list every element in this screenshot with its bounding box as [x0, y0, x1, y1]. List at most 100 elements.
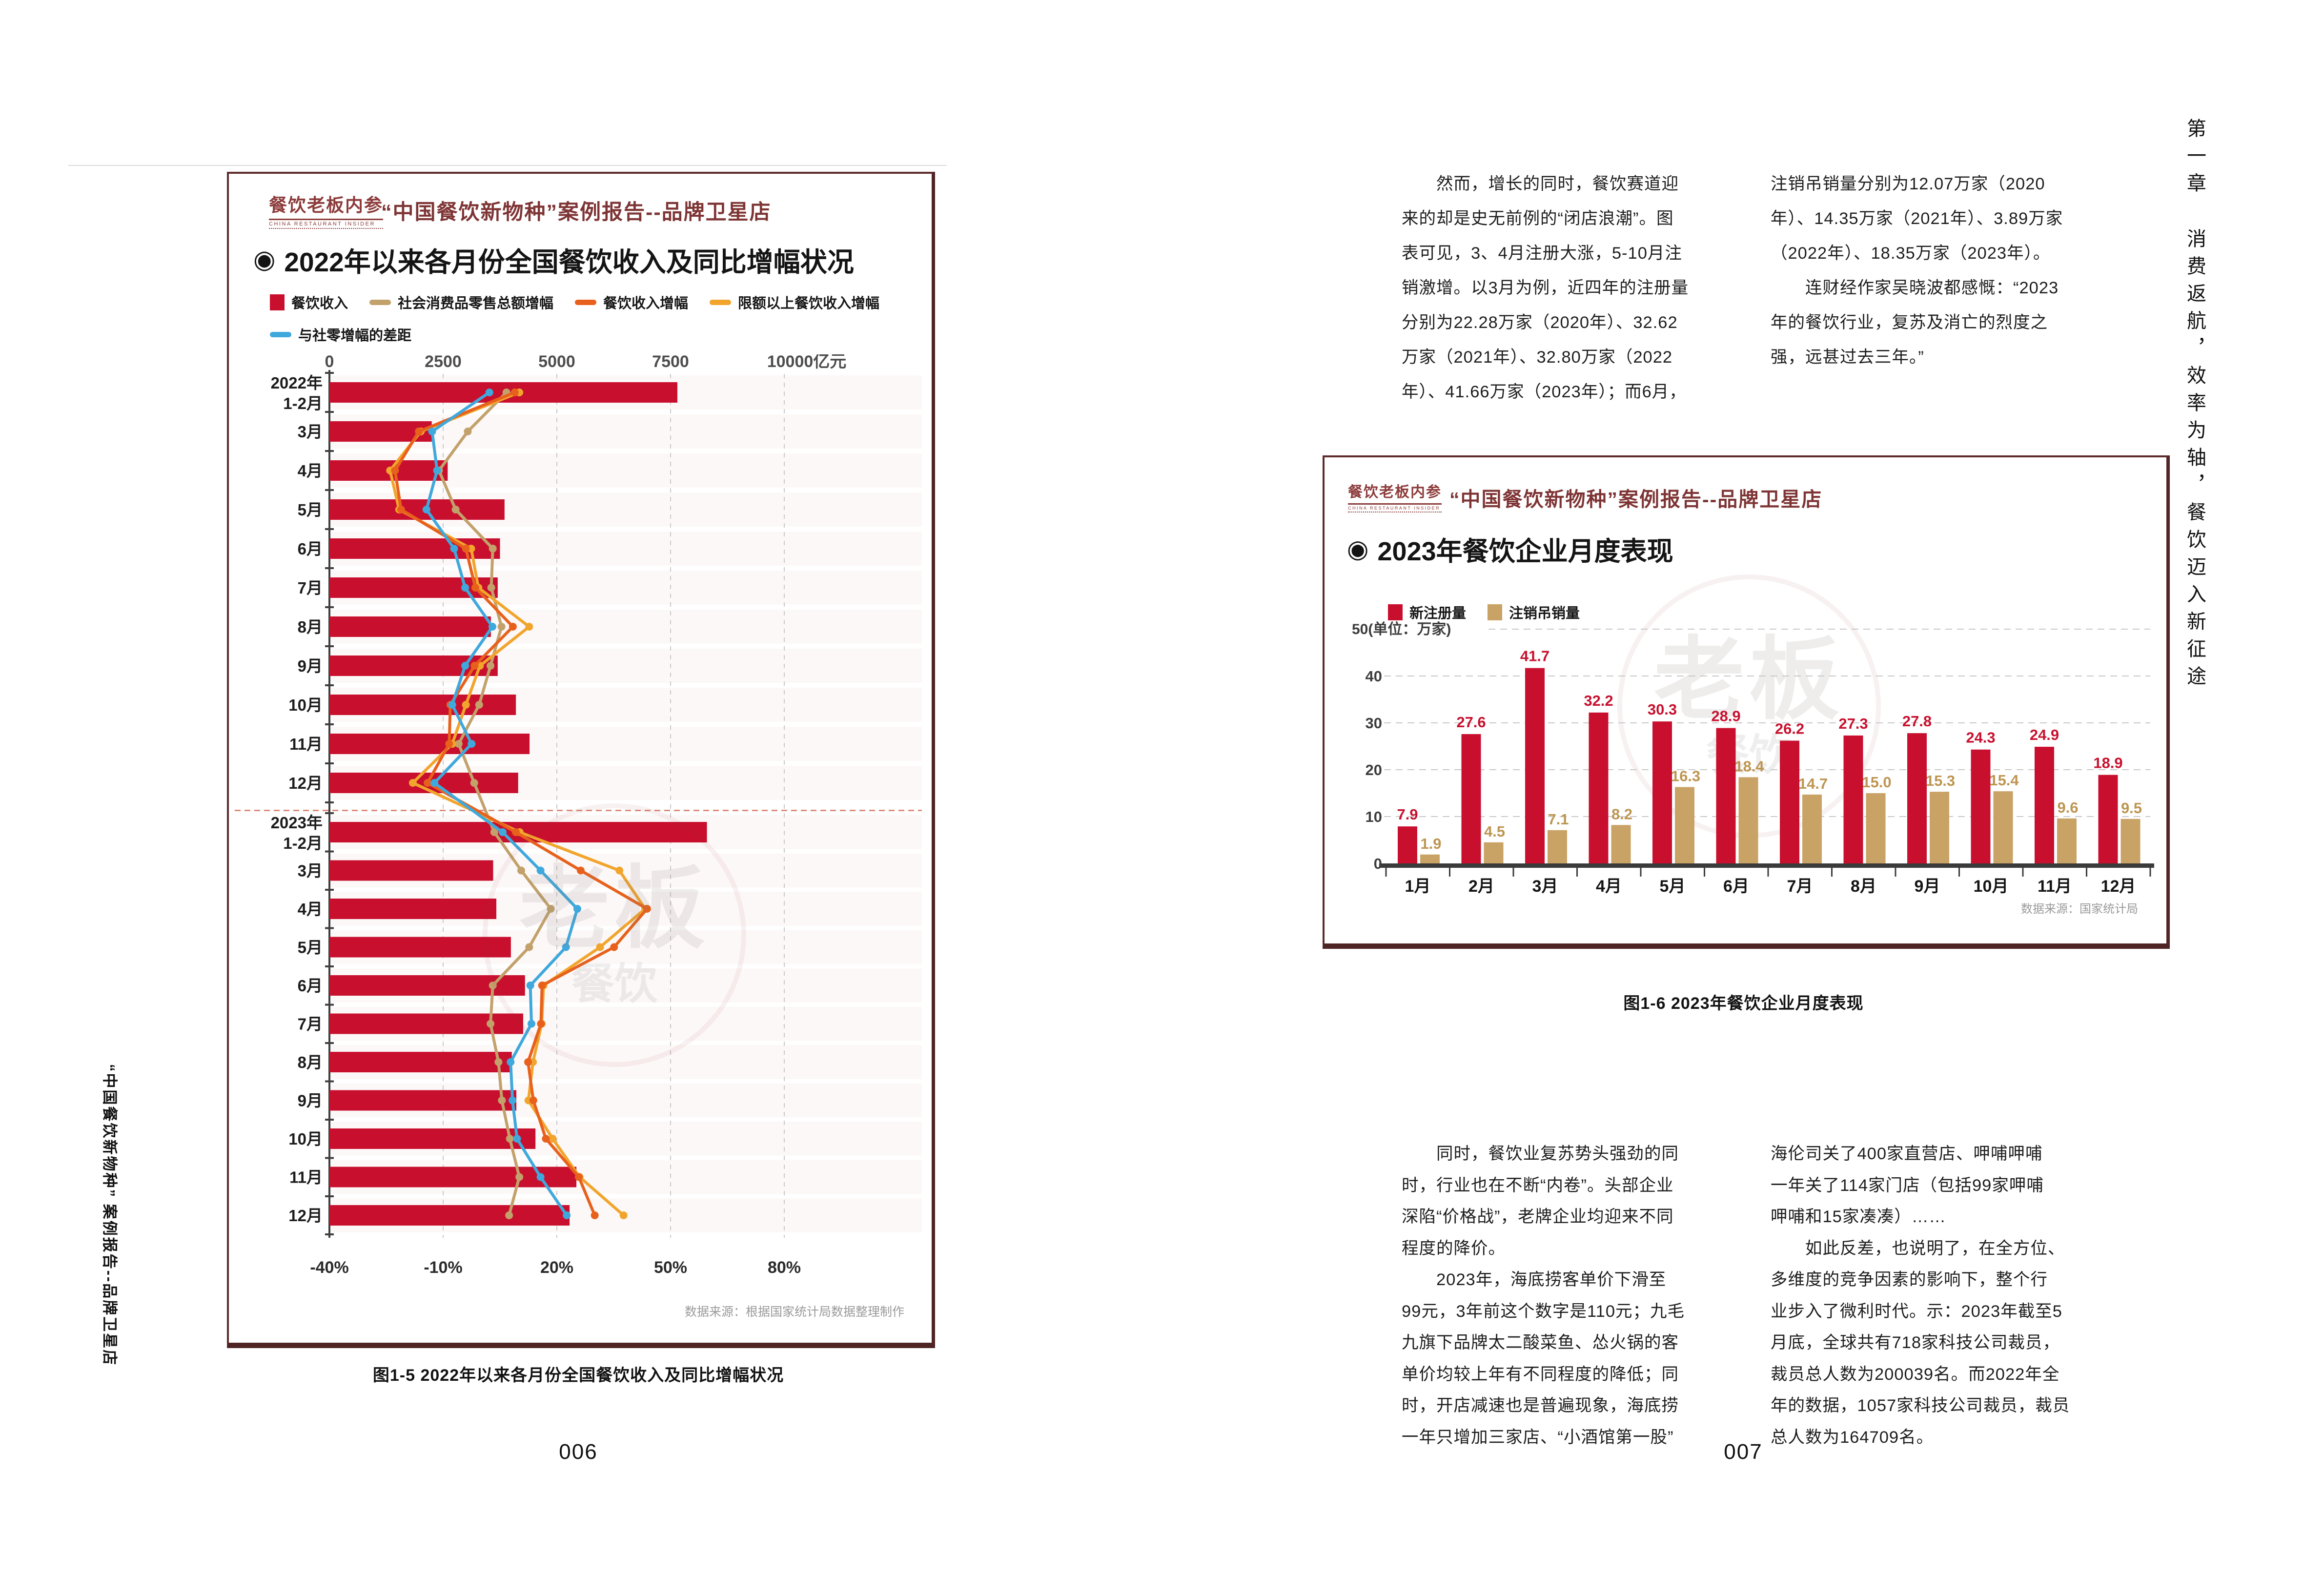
- bar-deregistered: [1930, 792, 1949, 863]
- legend-swatch-line: [369, 299, 391, 305]
- text-line: 然而，增长的同时，餐饮赛道迎: [1402, 175, 1679, 193]
- text-line: 强，远甚过去三年。”: [1771, 348, 1924, 367]
- svg-text:4.5: 4.5: [1484, 823, 1505, 840]
- bar-registered: [1780, 740, 1799, 863]
- svg-text:8月: 8月: [298, 618, 323, 636]
- svg-text:7.9: 7.9: [1397, 806, 1418, 823]
- bar-registered: [2035, 746, 2054, 863]
- bar-deregistered: [1548, 830, 1567, 863]
- svg-text:16.3: 16.3: [1671, 768, 1700, 785]
- brand-block: 餐饮老板内参 CHINA RESTAURANT INSIDER: [1348, 480, 1442, 512]
- line-series-0: [435, 389, 555, 1219]
- figure-series-header: “中国餐饮新物种”案例报告--品牌卫星店: [381, 201, 772, 224]
- svg-text:27.8: 27.8: [1902, 713, 1932, 730]
- figure-box-revenue-chart: 餐饮老板内参 CHINA RESTAURANT INSIDER “中国餐饮新物种…: [227, 172, 935, 1348]
- svg-text:27.3: 27.3: [1838, 715, 1868, 732]
- text-line: 如此反差，也说明了，在全方位、: [1771, 1239, 2065, 1258]
- figure-title-text: 2022年以来各月份全国餐饮收入及同比增幅状况: [284, 247, 854, 277]
- bar-registered: [1971, 749, 1991, 863]
- text-line: 单价均较上年有不同程度的降低；同: [1402, 1365, 1679, 1384]
- svg-text:32.2: 32.2: [1584, 692, 1613, 709]
- bar-deregistered: [1993, 791, 2013, 863]
- bar-deregistered: [1866, 793, 1886, 863]
- svg-text:10: 10: [1366, 808, 1382, 825]
- brand-block: 餐饮老板内参 CHINA RESTAURANT INSIDER: [269, 190, 383, 229]
- svg-text:24.9: 24.9: [2030, 726, 2059, 743]
- text-line: 注销吊销量分别为12.07万家（2020: [1771, 175, 2045, 193]
- svg-text:20: 20: [1366, 761, 1382, 778]
- legend-swatch-line: [575, 299, 597, 305]
- text-line: 来的却是史无前例的“闭店浪潮”。图: [1402, 209, 1674, 228]
- figure-title-text: 2023年餐饮企业月度表现: [1377, 537, 1673, 566]
- svg-text:5月: 5月: [298, 501, 323, 519]
- svg-text:11月: 11月: [289, 735, 323, 753]
- legend-item: 社会消费品零售总额增幅: [369, 292, 553, 312]
- text-line: 九旗下品牌太二酸菜鱼、怂火锅的客: [1402, 1333, 1679, 1352]
- svg-text:10月: 10月: [1974, 877, 2009, 896]
- svg-text:12月: 12月: [288, 1207, 323, 1225]
- text-line: 2023年，海底捞客单价下滑至: [1402, 1270, 1667, 1289]
- text-line: 一年只增加三家店、“小酒馆第一股”: [1402, 1428, 1674, 1447]
- legend-item: 与社零增幅的差距: [270, 324, 411, 345]
- text-column: 然而，增长的同时，餐饮赛道迎 来的却是史无前例的“闭店浪潮”。图 表可见，3、4月注…: [1402, 167, 1749, 410]
- revenue-growth-chart: 0 2500 5000 7500 10000亿元 2022年 1-2月 3月 4月 5月 6月 7月 8…: [235, 354, 922, 1277]
- svg-text:3月: 3月: [298, 862, 323, 880]
- svg-text:9月: 9月: [298, 657, 323, 675]
- data-source-note: 数据来源：根据国家统计局数据整理制作: [684, 1305, 904, 1319]
- text-column: 同时，餐饮业复苏势头强劲的同 时，行业也在不断“内卷”。头部企业 深陷“价格战”，老…: [1402, 1138, 1749, 1453]
- text-line: 月底，全球共有718家科技公司裁员，: [1771, 1333, 2060, 1352]
- legend-swatch-square: [270, 294, 285, 310]
- svg-text:0: 0: [325, 354, 334, 371]
- svg-text:6月: 6月: [298, 540, 323, 558]
- chapter-number: 第一章: [2184, 118, 2206, 200]
- text-line: 同时，餐饮业复苏势头强劲的同: [1402, 1145, 1679, 1163]
- figure-box-enterprise-chart: 餐饮老板内参 CHINA RESTAURANT INSIDER “中国餐饮新物种…: [1323, 455, 2170, 949]
- svg-text:5月: 5月: [298, 939, 323, 957]
- bar-deregistered: [1611, 825, 1631, 863]
- text-line: 年的餐饮行业，复苏及消亡的烈度之: [1771, 313, 2048, 332]
- svg-text:-10%: -10%: [424, 1258, 462, 1277]
- legend-item: 餐饮收入: [270, 292, 348, 312]
- svg-text:28.9: 28.9: [1711, 708, 1740, 725]
- svg-text:30: 30: [1366, 715, 1382, 732]
- text-line: （2022年）、18.35万家（2023年）。: [1771, 244, 2051, 263]
- svg-text:1.9: 1.9: [1420, 835, 1441, 852]
- text-line: 分别为22.28万家（2020年）、32.62: [1402, 313, 1678, 332]
- svg-text:2月: 2月: [1468, 877, 1494, 896]
- legend-item: 新注册量: [1388, 602, 1466, 622]
- legend-item: 注销吊销量: [1488, 602, 1580, 622]
- bar-registered: [1525, 668, 1545, 863]
- figure-title: ◉ 2023年餐饮企业月度表现: [1347, 530, 1673, 568]
- legend-item: 限额以上餐饮收入增幅: [710, 292, 879, 312]
- svg-text:9月: 9月: [298, 1092, 323, 1110]
- svg-text:24.3: 24.3: [1966, 729, 1995, 746]
- svg-text:4月: 4月: [298, 900, 323, 918]
- figure-caption: 图1-5 2022年以来各月份全国餐饮收入及同比增幅状况: [372, 1366, 784, 1385]
- svg-text:9.6: 9.6: [2057, 799, 2078, 816]
- text-line: 年的数据，1057家科技公司裁员，裁员: [1771, 1396, 2070, 1415]
- svg-text:12月: 12月: [2101, 877, 2136, 896]
- bars-revenue: [329, 382, 707, 1226]
- page-number-right: 007: [1724, 1440, 1763, 1464]
- text-line: 总人数为164709名。: [1771, 1428, 1934, 1447]
- target-bullet-icon: ◉: [253, 246, 276, 274]
- text-line: 万家（2021年）、32.80万家（2022: [1402, 348, 1673, 367]
- svg-text:12月: 12月: [288, 774, 323, 792]
- text-line: 一年关了114家门店（包括99家呷哺: [1771, 1176, 2044, 1195]
- brand-logo: 餐饮老板内参: [269, 190, 383, 220]
- text-line: 程度的降价。: [1402, 1239, 1506, 1258]
- text-line: 99元，3年前这个数字是110元；九毛: [1402, 1302, 1685, 1321]
- legend: 餐饮收入 社会消费品零售总额增幅 餐饮收入增幅 限额以上餐饮收入增幅 与社零增幅的差距: [270, 292, 901, 356]
- svg-text:3月: 3月: [1532, 877, 1558, 896]
- bar-registered: [1907, 733, 1927, 863]
- bar-registered: [1843, 735, 1863, 863]
- registrations-chart: 0 10 20 30 40 50(单位：万家) 7.91.9 1月 27.6 4.5 2月 41.7 7…: [1352, 621, 2154, 896]
- text-line: 裁员总人数为200039名。而2022年全: [1771, 1365, 2060, 1384]
- svg-text:10000亿元: 10000亿元: [767, 354, 847, 371]
- brand-logo-subtitle: CHINA RESTAURANT INSIDER: [1348, 505, 1442, 512]
- svg-text:9.5: 9.5: [2121, 799, 2142, 817]
- target-bullet-icon: ◉: [1347, 535, 1369, 563]
- margin-title-vertical: “中国餐饮新物种” 案例报告--品牌卫星店: [101, 1064, 118, 1367]
- bar-registered: [1589, 712, 1609, 863]
